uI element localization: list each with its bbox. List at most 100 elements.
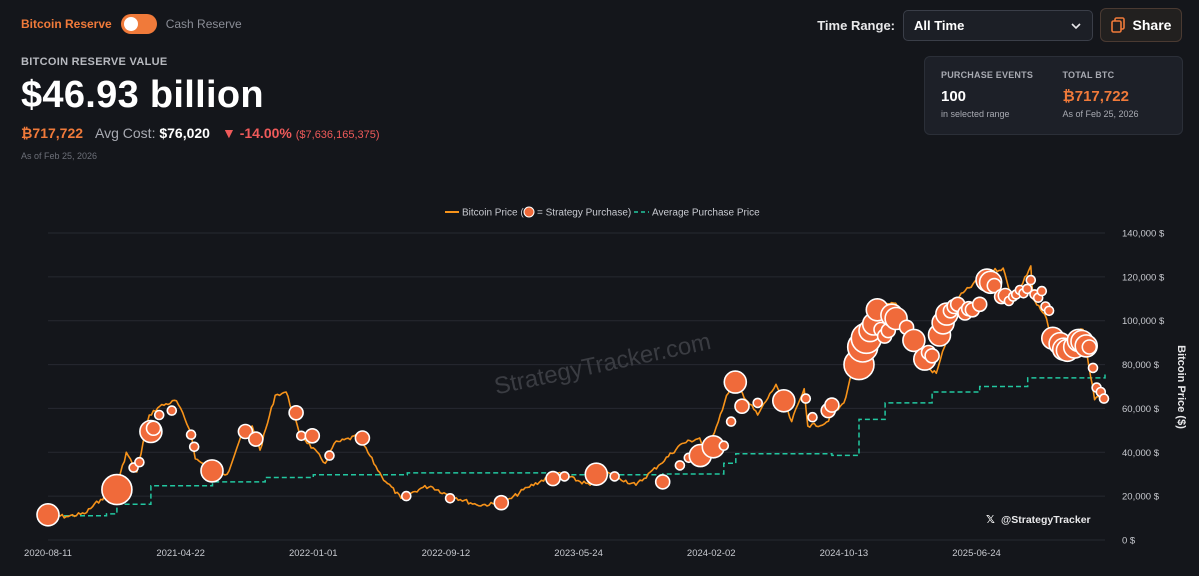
purchase-marker (354, 430, 371, 446)
time-range-label: Time Range: (817, 18, 895, 33)
y-tick-label: 140,000 $ (1122, 229, 1165, 240)
change-percent: ▼ -14.00% (221, 125, 292, 141)
purchase-marker (153, 409, 165, 421)
purchase-marker (902, 328, 926, 353)
share-button[interactable]: Share (1100, 8, 1182, 42)
y-tick-label: 80,000 $ (1122, 360, 1160, 371)
purchase-marker (304, 427, 321, 444)
cash-reserve-label[interactable]: Cash Reserve (165, 17, 242, 31)
purchase-marker (324, 450, 335, 461)
purchase-marker (584, 462, 609, 487)
purchase-marker (166, 405, 178, 416)
purchase-marker (718, 440, 730, 452)
x-logo-icon: 𝕏 (986, 513, 995, 526)
y-tick-label: 100,000 $ (1122, 316, 1165, 327)
x-tick-label: 2024-10-13 (820, 548, 869, 559)
grid-lines (48, 232, 1105, 541)
summary-card: PURCHASE EVENTS 100 in selected range TO… (924, 56, 1183, 135)
y-tick-label: 0 $ (1122, 536, 1136, 547)
switch-knob (123, 17, 138, 31)
purchase-marker (185, 429, 197, 441)
purchase-marker (824, 397, 840, 413)
avg-cost-label: Avg Cost: (95, 125, 156, 141)
legend-purchase-dot (523, 206, 535, 218)
x-tick-label: 2020-08-11 (24, 548, 72, 559)
total-btc-sub: As of Feb 25, 2026 (1062, 109, 1139, 119)
x-tick-label: 2025-06-24 (952, 548, 1001, 559)
purchase-marker (1043, 305, 1055, 317)
purchase-marker (36, 502, 60, 527)
purchase-marker (248, 431, 264, 447)
x-tick-label: 2024-02-02 (687, 548, 736, 559)
time-range-select[interactable]: All Time (903, 10, 1093, 41)
purchase-events-sub: in selected range (941, 109, 1010, 119)
purchase-marker (674, 460, 686, 471)
y-axis-title: Bitcoin Price ($) (1175, 345, 1187, 429)
purchase-marker (1025, 274, 1037, 286)
x-axis-ticks: 2020-08-11 2021-04-22 2022-01-01 2022-09-12… (24, 548, 1001, 559)
as-of-date: As of Feb 25, 2026 (21, 151, 98, 161)
credit: 𝕏 @StrategyTracker (986, 513, 1091, 526)
chart-legend: Bitcoin Price ( = Strategy Purchase) Ave… (445, 206, 760, 219)
share-label: Share (1132, 17, 1172, 33)
y-tick-label: 60,000 $ (1122, 404, 1160, 415)
purchase-marker (200, 459, 224, 483)
purchase-marker (145, 420, 162, 437)
purchase-marker (1098, 393, 1110, 404)
purchase-marker (134, 456, 145, 468)
bitcoin-reserve-label[interactable]: Bitcoin Reserve (21, 17, 112, 31)
time-range-control: Time Range: All Time (817, 10, 1093, 41)
purchase-marker (237, 423, 254, 440)
purchase-marker (1036, 285, 1048, 297)
purchase-marker (971, 296, 988, 313)
purchase-marker (723, 370, 748, 394)
purchase-marker (559, 471, 570, 482)
purchase-marker (545, 470, 561, 487)
purchase-marker (734, 398, 750, 415)
purchase-marker (1021, 283, 1033, 295)
purchase-marker (288, 404, 304, 421)
headline-block: BITCOIN RESERVE VALUE $46.93 billion ₿71… (21, 56, 380, 161)
purchase-marker (101, 473, 133, 506)
avg-cost-value: $76,020 (159, 125, 210, 141)
purchase-marker (609, 471, 620, 482)
reserve-toggle[interactable]: Bitcoin Reserve Cash Reserve (21, 14, 242, 34)
reserve-kicker: BITCOIN RESERVE VALUE (21, 56, 168, 68)
time-range-value: All Time (914, 18, 965, 33)
y-tick-label: 40,000 $ (1122, 448, 1160, 459)
y-tick-label: 20,000 $ (1122, 492, 1160, 503)
total-btc-stat: TOTAL BTC ₿717,722 As of Feb 25, 2026 (1063, 70, 1167, 121)
purchase-marker (1081, 339, 1098, 355)
purchase-marker (1087, 362, 1099, 374)
purchase-marker (771, 388, 796, 413)
bitcoin-price-line (47, 265, 1106, 519)
legend-purchase-label: = Strategy Purchase) (537, 208, 631, 219)
total-btc-value: ₿717,722 (1062, 88, 1129, 105)
x-tick-label: 2022-09-12 (422, 548, 471, 559)
copy-icon (1110, 17, 1125, 33)
y-tick-label: 120,000 $ (1122, 272, 1165, 283)
purchase-marker (752, 397, 764, 409)
x-tick-label: 2022-01-01 (289, 548, 338, 559)
purchase-marker (924, 347, 940, 364)
purchase-events-value: 100 (941, 88, 967, 105)
x-tick-label: 2021-04-22 (156, 548, 205, 559)
purchase-marker (188, 441, 200, 453)
btc-holdings: ₿717,722 (21, 125, 84, 141)
purchase-marker (295, 430, 307, 442)
reserve-switch[interactable] (120, 14, 157, 34)
purchase-marker (725, 416, 737, 427)
total-btc-label: TOTAL BTC (1062, 70, 1115, 80)
purchase-marker (493, 494, 510, 511)
purchase-events-stat: PURCHASE EVENTS 100 in selected range (941, 70, 1045, 121)
purchase-events-label: PURCHASE EVENTS (941, 70, 1034, 80)
legend-price-label: Bitcoin Price ( (462, 208, 524, 219)
purchase-marker (444, 492, 456, 504)
reserve-stats: ₿717,722 Avg Cost: $76,020 ▼ -14.00% ($7… (21, 125, 380, 141)
legend-avg-label: Average Purchase Price (652, 208, 760, 219)
average-purchase-price-line (48, 373, 1106, 517)
purchase-marker (800, 393, 812, 404)
purchase-marker (986, 277, 1003, 294)
change-absolute: ($7,636,165,375) (295, 129, 380, 141)
